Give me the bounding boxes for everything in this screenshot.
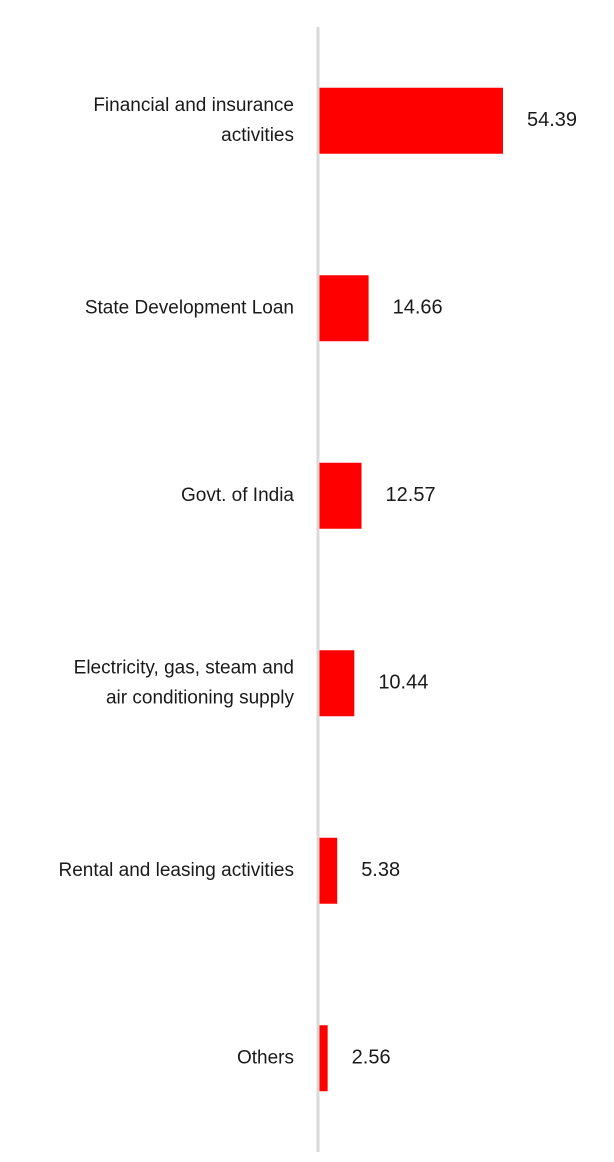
bar-1 [319, 87, 503, 154]
category-label-4-line-2: air conditioning supply [106, 687, 295, 708]
category-label-6-line-1: Others [237, 1047, 294, 1068]
value-labels-layer: 54.39 14.66 12.57 10.44 5.38 2.56 [352, 109, 577, 1069]
value-label-1: 54.39 [527, 109, 577, 131]
value-label-4: 10.44 [378, 672, 428, 694]
category-label-5-line-1: Rental and leasing activities [58, 860, 294, 881]
category-label-1-line-1: Financial and insurance [93, 95, 294, 116]
bar-6 [319, 1025, 328, 1092]
value-label-3: 12.57 [386, 484, 436, 506]
category-labels-layer: Financial and insurance activities State D… [58, 95, 294, 1069]
bar-5 [319, 837, 338, 904]
value-label-6: 2.56 [352, 1047, 391, 1069]
bar-4 [319, 650, 355, 717]
value-label-2: 14.66 [393, 297, 443, 319]
category-label-2-line-1: State Development Loan [85, 297, 294, 318]
bars-layer [319, 87, 503, 1092]
bar-3 [319, 462, 362, 529]
category-label-3-line-1: Govt. of India [181, 485, 294, 506]
bar-2 [319, 275, 369, 342]
category-label-4-line-1: Electricity, gas, steam and [74, 657, 294, 678]
category-label-1-line-2: activities [221, 125, 294, 146]
value-label-5: 5.38 [361, 859, 400, 881]
